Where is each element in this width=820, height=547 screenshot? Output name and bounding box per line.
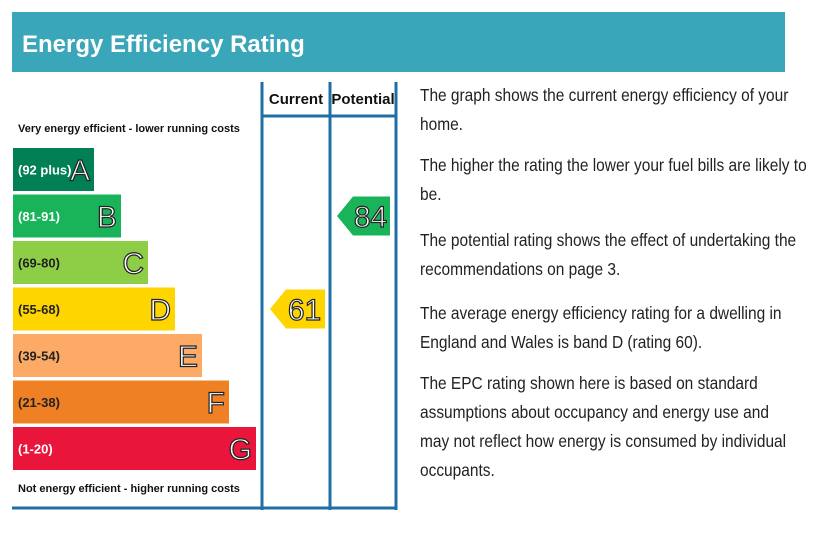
bands: (92 plus)A (81-91) B (69-80) C (55-68) D (39-54… — [13, 148, 390, 470]
top-label: Very energy efficient - lower running co… — [18, 123, 240, 135]
notes: The graph shows the current energy effic… — [420, 85, 807, 480]
potential-arrow — [337, 196, 390, 236]
title-bar — [12, 12, 785, 72]
title: Energy Efficiency Rating — [22, 31, 305, 58]
table-lines — [12, 82, 398, 510]
current-value: 61 — [288, 294, 321, 327]
band-bar — [13, 148, 94, 191]
band-letter: B — [97, 201, 117, 234]
potential-header: Potential — [331, 91, 394, 108]
band-bar — [13, 194, 121, 238]
note-line: England and Wales is band D (rating 60). — [420, 332, 702, 352]
note-line: The potential rating shows the effect of… — [420, 230, 796, 250]
band-range: (81-91) — [18, 209, 60, 224]
note-line: may not reflect how energy is consumed b… — [420, 431, 786, 451]
potential-value: 84 — [354, 201, 387, 234]
bottom-label: Not energy efficient - higher running co… — [18, 483, 240, 495]
band-letter: G — [229, 434, 252, 467]
band-bar — [13, 427, 256, 470]
note-line: occupants. — [420, 460, 495, 480]
note-line: The graph shows the current energy effic… — [420, 85, 789, 105]
band-letter: F — [207, 387, 225, 420]
band-range: (55-68) — [18, 302, 60, 317]
band-bar — [13, 241, 148, 284]
band-range: (92 plus) — [18, 163, 71, 178]
band-letter: A — [70, 155, 90, 188]
band-range: (1-20) — [18, 442, 53, 457]
note-line: home. — [420, 114, 463, 134]
current-header: Current — [269, 91, 323, 108]
current-arrow — [270, 289, 325, 329]
band-range: (39-54) — [18, 349, 60, 364]
band-range: (69-80) — [18, 256, 60, 271]
band-letter: C — [122, 248, 144, 281]
note-line: recommendations on page 3. — [420, 259, 620, 279]
band-bar — [13, 287, 175, 331]
band-bar — [13, 334, 202, 377]
band-letter: D — [149, 294, 171, 327]
band-letter: E — [178, 341, 198, 374]
note-line: be. — [420, 184, 441, 204]
band-bar — [13, 380, 229, 424]
note-line: The EPC rating shown here is based on st… — [420, 373, 758, 393]
note-line: assumptions about occupancy and energy u… — [420, 402, 769, 422]
note-line: The higher the rating the lower your fue… — [420, 155, 807, 175]
band-range: (21-38) — [18, 395, 60, 410]
note-line: The average energy efficiency rating for… — [420, 303, 782, 323]
